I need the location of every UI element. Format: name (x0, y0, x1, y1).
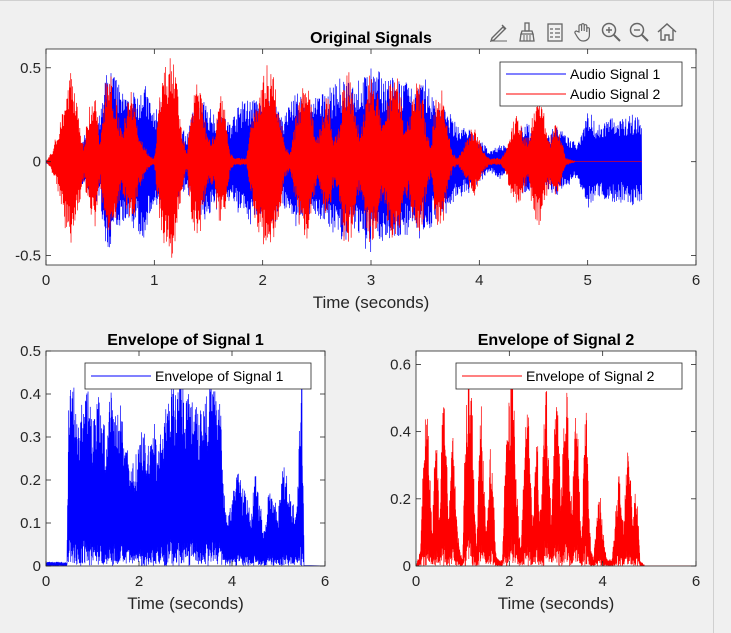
y-tick-label: 0.5 (20, 60, 41, 77)
y-tick-label: 0.2 (390, 491, 411, 508)
series-line-1 (46, 364, 325, 566)
zoom-in-icon[interactable] (598, 18, 624, 46)
chart-title: Original Signals (310, 30, 432, 47)
y-tick-label: 0 (33, 154, 41, 171)
legend[interactable]: Envelope of Signal 2 (455, 362, 683, 390)
y-tick-label: 0 (403, 558, 411, 575)
x-axis-label: Time (seconds) (498, 594, 615, 613)
x-tick-label: 4 (598, 573, 606, 590)
x-tick-label: 4 (475, 272, 483, 289)
y-tick-label: 0 (33, 558, 41, 575)
series-line-2 (46, 58, 642, 258)
y-tick-label: 0.4 (390, 424, 411, 441)
y-tick-label: 0.4 (20, 386, 41, 403)
zoom-out-icon[interactable] (626, 18, 652, 46)
plot-lines (416, 369, 696, 566)
series-line-1 (416, 369, 696, 566)
y-tick-label: 0.5 (20, 343, 41, 360)
x-tick-label: 0 (42, 573, 50, 590)
y-tick-label: 0.6 (390, 356, 411, 373)
x-tick-label: 2 (505, 573, 513, 590)
legend-box (499, 61, 683, 107)
axes-toolbar (486, 18, 680, 48)
x-tick-label: 0 (412, 573, 420, 590)
x-tick-label: 0 (42, 272, 50, 289)
plot-lines (46, 58, 643, 258)
window-top-border (0, 0, 731, 1)
axes-3: 0 2 4 6 0 0.2 0.4 0.6 Envelope of Signal 2 Time (… (390, 332, 700, 613)
axes-2: 0 2 4 6 0 0.1 0.2 0.3 0.4 0.5 Envelope of Signal 1… (20, 332, 329, 613)
brush-icon[interactable] (514, 18, 540, 46)
legend-entry-1: Envelope of Signal 1 (155, 368, 284, 384)
legend-entry-1: Envelope of Signal 2 (526, 368, 655, 384)
figure-right-border (713, 0, 714, 633)
x-tick-label: 5 (583, 272, 591, 289)
pan-hand-icon[interactable] (570, 18, 596, 46)
y-tick-label: 0.1 (20, 515, 41, 532)
legend-entry-2: Audio Signal 2 (570, 86, 661, 102)
legend-entry-1: Audio Signal 1 (570, 66, 661, 82)
x-tick-label: 6 (321, 573, 329, 590)
axes-box (415, 350, 697, 567)
home-icon[interactable] (654, 18, 680, 46)
y-tick-label: 0.2 (20, 472, 41, 489)
legend-icon[interactable] (542, 18, 568, 46)
x-tick-label: 1 (150, 272, 158, 289)
chart-title: Envelope of Signal 2 (478, 332, 635, 349)
x-tick-label: 2 (135, 573, 143, 590)
legend[interactable]: Envelope of Signal 1 (84, 362, 312, 390)
x-tick-label: 2 (258, 272, 266, 289)
y-tick-label: -0.5 (15, 248, 41, 265)
x-tick-label: 6 (692, 272, 700, 289)
x-tick-label: 6 (692, 573, 700, 590)
y-tick-label: 0.3 (20, 429, 41, 446)
legend[interactable]: Audio Signal 1 Audio Signal 2 (499, 61, 683, 107)
x-tick-label: 3 (367, 272, 375, 289)
x-tick-label: 4 (228, 573, 236, 590)
x-axis-label: Time (seconds) (313, 293, 430, 312)
chart-title: Envelope of Signal 1 (107, 332, 264, 349)
edit-plot-icon[interactable] (486, 18, 512, 46)
plot-lines (46, 364, 325, 566)
x-axis-label: Time (seconds) (127, 594, 244, 613)
axes-box (45, 350, 326, 567)
